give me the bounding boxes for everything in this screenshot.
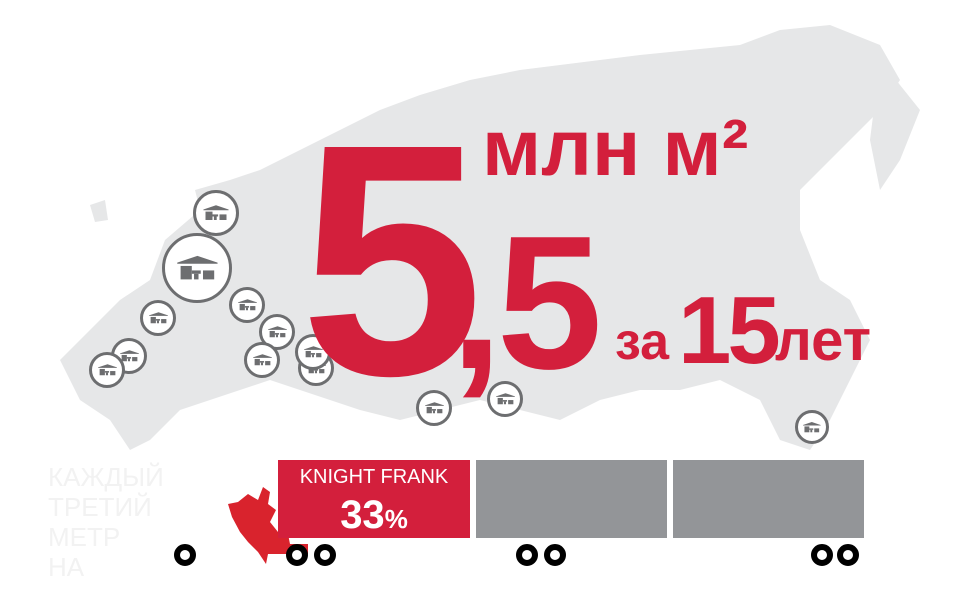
wheel-icon [516, 544, 538, 566]
period-number: 15 [678, 277, 781, 384]
warehouse-icon [89, 352, 125, 388]
caption-line: ТРЕТИЙ [48, 492, 152, 522]
caption-line: МЕТР [48, 522, 121, 552]
other-container [476, 460, 667, 538]
warehouse-icon [487, 381, 523, 417]
warehouse-icon [162, 233, 232, 303]
russian-eagle-emblem [228, 487, 308, 564]
wheel-icon [544, 544, 566, 566]
faint-caption: КАЖДЫЙ ТРЕТИЙ МЕТР НА [48, 462, 164, 582]
warehouse-icon [416, 390, 452, 426]
share-number: 33 [340, 493, 385, 537]
caption-line: НА [48, 552, 85, 582]
period-prefix: за [615, 313, 670, 371]
company-label: KNIGHT FRANK [299, 466, 449, 488]
wheel-icon [286, 544, 308, 566]
warehouse-icon [193, 190, 239, 236]
other-container [673, 460, 864, 538]
wheel-icon [314, 544, 336, 566]
caption-line: КАЖДЫЙ [48, 462, 164, 492]
headline-unit: млн м² [482, 103, 749, 192]
warehouse-icon [244, 342, 280, 378]
warehouse-icon [140, 300, 176, 336]
wheel-icon [837, 544, 859, 566]
period-suffix: лет [775, 308, 871, 373]
share-value: 33% [278, 493, 470, 538]
headline-number-int: 5 [300, 75, 484, 444]
knight-frank-container: KNIGHT FRANK 33% [278, 460, 470, 538]
warehouse-icon [295, 334, 331, 370]
share-unit: % [384, 504, 408, 534]
warehouse-icon [795, 410, 829, 444]
wheel-icon [174, 544, 196, 566]
warehouse-icon [229, 287, 265, 323]
headline-number-frac: ,5 [450, 197, 602, 409]
wheel-icon [811, 544, 833, 566]
